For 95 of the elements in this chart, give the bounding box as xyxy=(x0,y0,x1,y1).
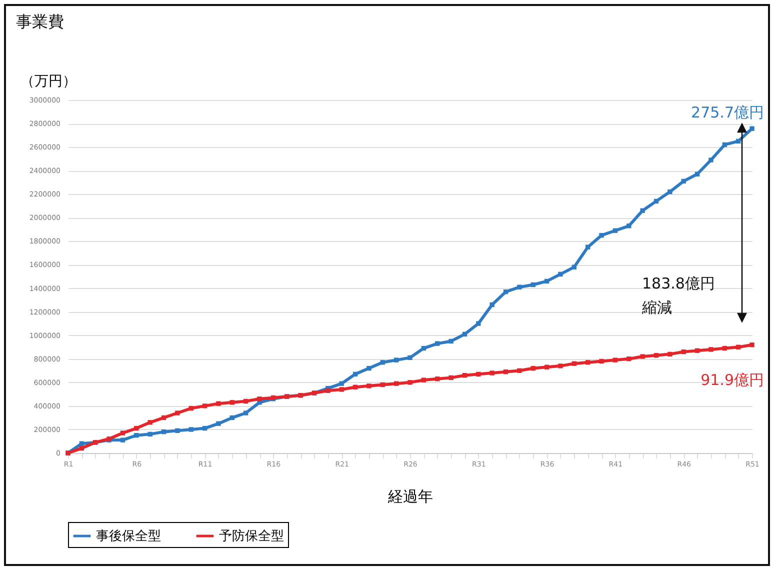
point xyxy=(722,346,727,351)
point xyxy=(394,381,399,386)
point xyxy=(380,382,385,388)
point xyxy=(668,352,672,357)
point xyxy=(572,361,577,366)
point xyxy=(230,400,235,405)
point xyxy=(490,370,494,376)
point xyxy=(339,381,344,386)
point xyxy=(352,384,358,390)
point xyxy=(476,321,481,326)
point xyxy=(257,396,262,402)
point xyxy=(366,384,372,388)
point xyxy=(530,282,536,288)
x-axis-title: 経過年 xyxy=(387,488,433,506)
point xyxy=(612,358,618,362)
point xyxy=(421,346,426,351)
point xyxy=(517,368,522,373)
point xyxy=(640,354,645,359)
annotation: 91.9億円 xyxy=(700,370,764,389)
point xyxy=(148,432,152,437)
point xyxy=(448,375,454,380)
point xyxy=(694,172,700,176)
point xyxy=(694,348,700,353)
point xyxy=(230,415,235,420)
point xyxy=(79,441,84,446)
point xyxy=(544,278,550,284)
legend-label: 事後保全型 xyxy=(96,529,161,544)
point xyxy=(462,332,468,336)
point xyxy=(708,158,714,162)
point xyxy=(134,433,139,438)
point xyxy=(435,376,440,382)
point xyxy=(448,338,454,344)
point xyxy=(736,344,741,350)
point xyxy=(558,364,563,368)
point xyxy=(750,342,754,348)
point xyxy=(599,232,604,238)
point xyxy=(408,355,412,360)
point xyxy=(654,198,659,204)
legend-label: 予防保全型 xyxy=(219,529,284,544)
point xyxy=(243,410,248,416)
point xyxy=(462,372,468,378)
point xyxy=(435,341,440,346)
point xyxy=(161,429,166,434)
point xyxy=(79,446,84,451)
point xyxy=(640,208,645,213)
point xyxy=(421,378,426,382)
point xyxy=(585,244,590,250)
point xyxy=(503,289,508,294)
point xyxy=(148,420,152,425)
point xyxy=(175,428,180,433)
point xyxy=(585,360,590,365)
point xyxy=(175,410,180,416)
point xyxy=(503,369,508,374)
point xyxy=(216,421,221,426)
point xyxy=(216,401,221,406)
point xyxy=(188,427,194,432)
annotation: 183.8億円 xyxy=(642,274,715,293)
point xyxy=(326,388,330,393)
point xyxy=(408,380,412,385)
point xyxy=(517,284,522,290)
point xyxy=(572,264,577,270)
point xyxy=(476,372,481,377)
point xyxy=(161,415,166,420)
point xyxy=(681,178,686,184)
point xyxy=(120,438,126,442)
point xyxy=(544,364,550,370)
point xyxy=(352,372,358,377)
point xyxy=(708,347,714,352)
point xyxy=(339,387,344,392)
point xyxy=(736,138,741,144)
point xyxy=(366,366,372,371)
point xyxy=(681,349,686,354)
point xyxy=(750,126,754,131)
point xyxy=(120,430,126,436)
point xyxy=(558,272,563,276)
point xyxy=(394,358,399,362)
point xyxy=(626,224,632,228)
annotation: 275.7億円 xyxy=(691,104,764,122)
point xyxy=(612,228,618,233)
chart-title: 事業費 xyxy=(16,12,64,31)
point xyxy=(243,398,248,404)
point xyxy=(202,426,208,431)
point xyxy=(530,366,536,371)
point xyxy=(134,426,139,431)
y-axis-title: （万円） xyxy=(20,74,76,90)
point xyxy=(490,302,494,308)
point xyxy=(722,142,727,148)
point xyxy=(599,358,604,364)
point xyxy=(202,404,208,408)
point xyxy=(654,352,659,358)
point xyxy=(626,356,632,362)
point xyxy=(188,406,194,411)
annotation: 縮減 xyxy=(641,298,672,317)
point xyxy=(668,189,672,194)
point xyxy=(380,360,385,365)
